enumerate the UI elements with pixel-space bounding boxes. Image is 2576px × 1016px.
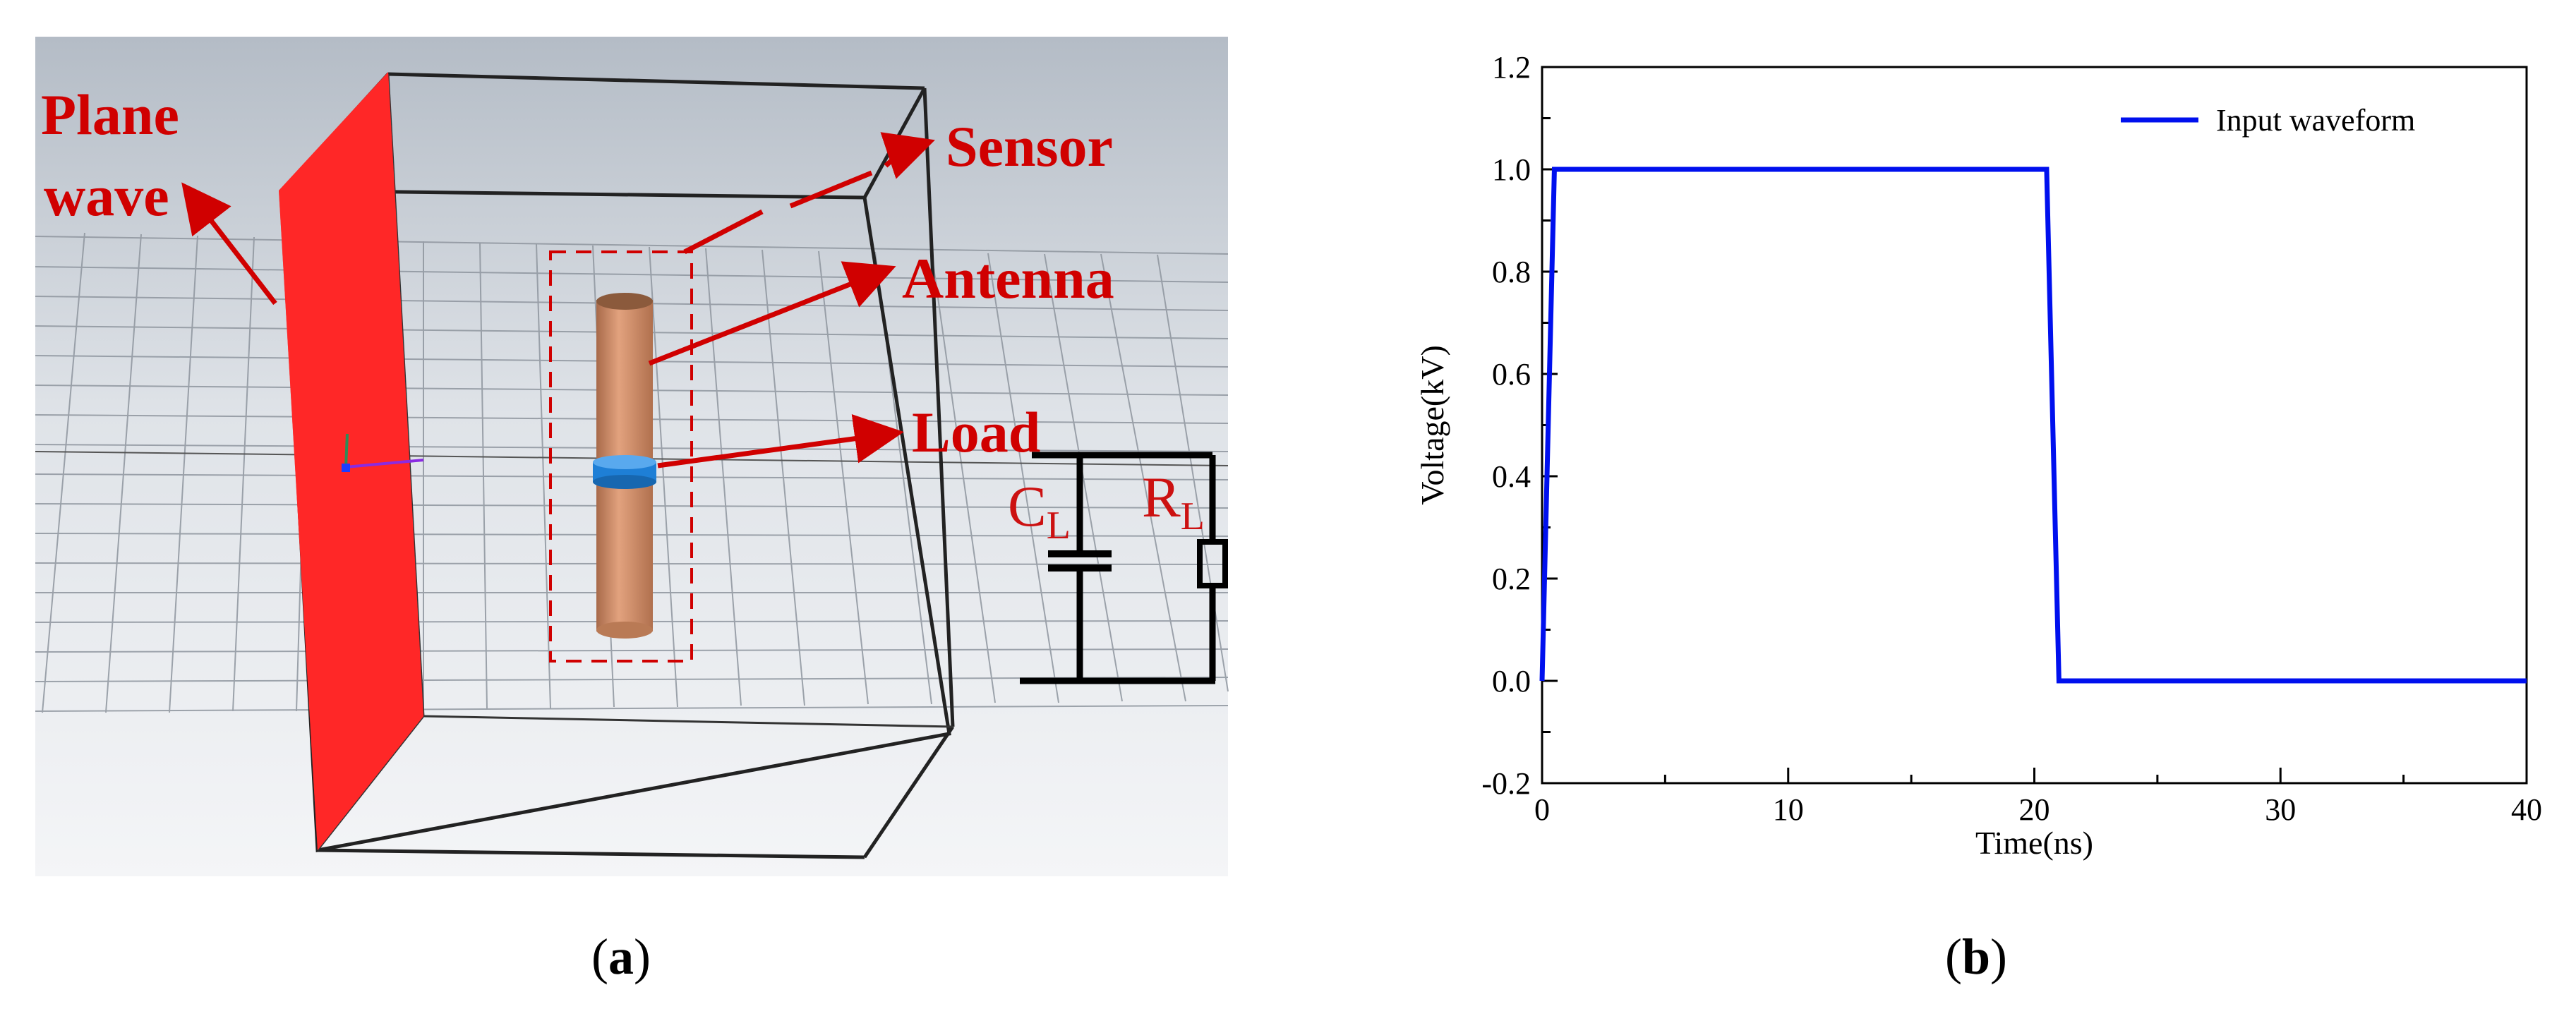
- plane-wave-label-line2: wave: [44, 164, 169, 228]
- x-tick-label: 30: [2265, 792, 2296, 827]
- panel-a: Plane wave Sensor Antenna Load CL RL (a): [35, 37, 1229, 985]
- y-tick-label: 0.6: [1492, 357, 1531, 392]
- plane-wave-sheet-face: [279, 72, 423, 850]
- plot-frame: [1541, 66, 2528, 785]
- load-circuit: [1020, 452, 1228, 684]
- antenna-region: [549, 250, 693, 663]
- x-tick-label: 20: [2019, 792, 2050, 827]
- annotation-arrows: [181, 132, 935, 468]
- y-tick-label: 0.0: [1492, 664, 1531, 698]
- sensor-arrow-tip: [880, 132, 935, 179]
- y-axis-label: Voltage(kV): [1414, 345, 1450, 505]
- y-tick-label: 1.0: [1492, 152, 1531, 187]
- plane-wave-arrow: [181, 182, 277, 306]
- series-line-input-waveform: [1539, 167, 2527, 684]
- caption-b: (b): [1945, 929, 2007, 985]
- x-axis-label: Time(ns): [1975, 825, 2093, 861]
- input-waveform-chart: -0.2 0.0 0.2 0.4 0.6 0.8 1.0 1.2 0 10 20 30 40 Time(n…: [1414, 50, 2542, 861]
- load-arrow: [657, 413, 904, 468]
- antenna-label: Antenna: [902, 246, 1114, 310]
- load-label: Load: [912, 400, 1040, 464]
- caption-a: (a): [591, 929, 651, 985]
- resistor-label: RL: [1142, 465, 1205, 538]
- panel-b: -0.2 0.0 0.2 0.4 0.6 0.8 1.0 1.2 0 10 20 30 40 Time(n…: [1414, 50, 2542, 985]
- x-tick-label: 40: [2511, 792, 2542, 827]
- capacitor-label: CL: [1008, 474, 1071, 548]
- y-tick-label: 1.2: [1492, 50, 1531, 85]
- y-tick-label: 0.8: [1492, 255, 1531, 289]
- x-tick-label: 0: [1534, 792, 1550, 827]
- antenna-arrow: [648, 261, 896, 366]
- load-ring: [593, 455, 656, 489]
- coordinate-triad: [342, 433, 424, 472]
- sensor-label: Sensor: [946, 114, 1113, 179]
- sensor-arrow-seg2: [789, 170, 873, 209]
- y-tick-label: -0.2: [1481, 766, 1531, 801]
- legend-label: Input waveform: [2216, 103, 2415, 138]
- x-tick-label: 10: [1773, 792, 1804, 827]
- y-tick-label: 0.4: [1492, 459, 1531, 494]
- plane-wave-label-line1: Plane: [41, 83, 179, 147]
- y-tick-label: 0.2: [1492, 562, 1531, 596]
- sensor-arrow-seg1: [683, 209, 764, 255]
